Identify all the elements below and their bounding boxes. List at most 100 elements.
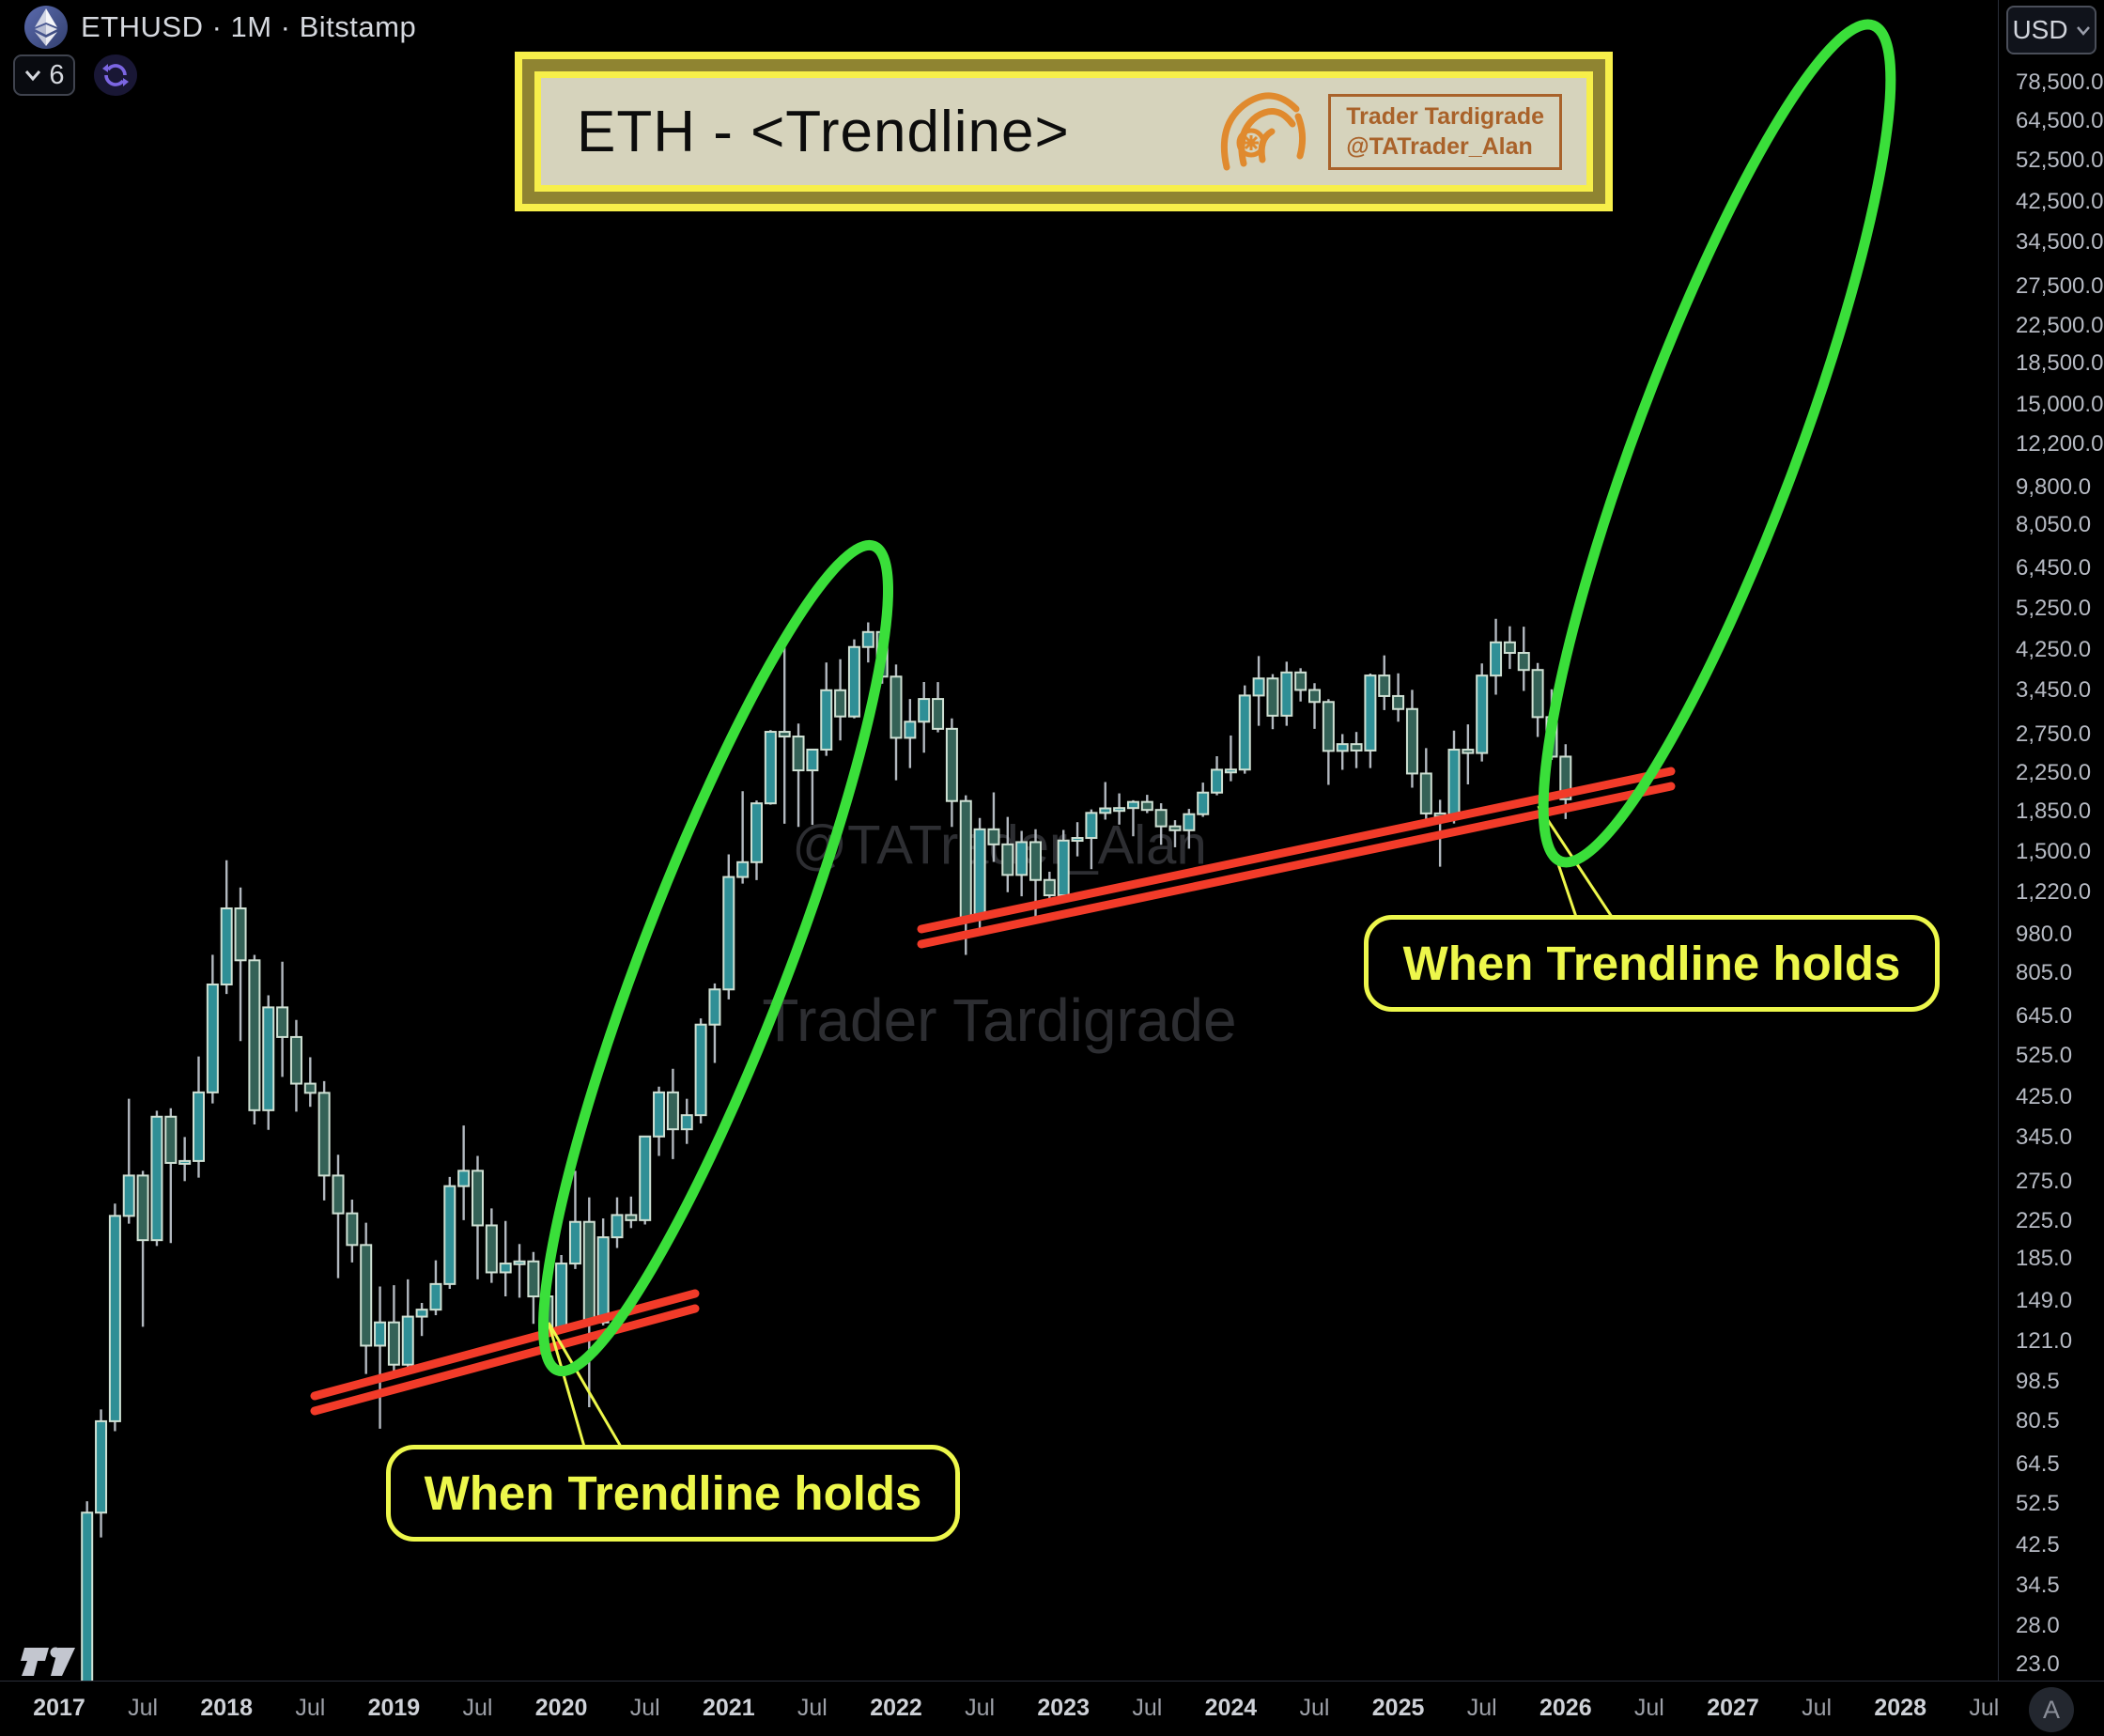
time-axis-year-label: 2027 [1707, 1695, 1759, 1721]
candle-body [806, 748, 819, 772]
price-axis-label: 34,500.0 [2016, 229, 2104, 256]
price-axis-label: 185.0 [2016, 1246, 2073, 1272]
time-axis-month-label: Jul [128, 1695, 159, 1721]
price-axis-label: 225.0 [2016, 1207, 2073, 1233]
price-axis-label: 34.5 [2016, 1573, 2060, 1599]
candle-body [1462, 749, 1475, 754]
candle-body [1280, 671, 1293, 717]
time-axis-year-label: 2025 [1371, 1695, 1425, 1721]
price-axis-label: 52,500.0 [2016, 147, 2104, 174]
candle-body [193, 1091, 205, 1162]
price-axis-label: 64.5 [2016, 1450, 2060, 1477]
candle-body [736, 860, 750, 878]
price-axis-label: 78,500.0 [2016, 69, 2104, 95]
candle-body [1168, 825, 1182, 831]
candle-body [276, 1006, 289, 1038]
candle-body [472, 1170, 484, 1227]
price-axis-label: 64,500.0 [2016, 107, 2104, 133]
price-axis-label: 15,000.0 [2016, 391, 2104, 417]
price-axis-label: 23.0 [2016, 1651, 2060, 1677]
candle-body [611, 1214, 624, 1239]
candle-body [820, 689, 833, 751]
candle-body [289, 1035, 302, 1085]
logo-brand-name: Trader Tardigrade [1346, 102, 1544, 130]
candle-body [1531, 669, 1544, 719]
refresh-button[interactable] [94, 54, 137, 96]
symbol-title[interactable]: ETHUSD · 1M · Bitstamp [81, 10, 417, 43]
candle-body [959, 799, 972, 919]
interval-value: 6 [49, 59, 65, 90]
candle-body [694, 1023, 707, 1117]
time-axis-year-label: 2017 [33, 1695, 85, 1721]
candle-body [150, 1115, 163, 1242]
time-axis-month-label: Jul [1132, 1695, 1163, 1721]
candle-body [1085, 812, 1098, 840]
time-axis-month-label: Jul [965, 1695, 996, 1721]
candle-body [666, 1091, 679, 1131]
price-axis-label: 645.0 [2016, 1002, 2073, 1029]
time-axis-year-label: 2019 [367, 1695, 421, 1721]
candle-body [303, 1082, 317, 1094]
currency-label: USD [2012, 15, 2068, 44]
candle-body [680, 1114, 693, 1131]
time-axis-year-label: 2022 [870, 1695, 922, 1721]
time-axis-year-label: 2018 [200, 1695, 253, 1721]
candle-body [1350, 743, 1363, 752]
candle-body [1099, 807, 1112, 814]
price-axis-label: 42.5 [2016, 1531, 2060, 1558]
time-axis-month-label: Jul [1466, 1695, 1497, 1721]
candle-body [136, 1174, 149, 1242]
candle-body [1224, 768, 1237, 774]
candle-body [625, 1214, 638, 1221]
price-axis-label: 980.0 [2016, 922, 2073, 948]
time-axis[interactable]: 2017 Jul 2018 Jul 2019 Jul 2020 Jul 2021 Jul 2022 J… [0, 1681, 2104, 1736]
currency-selector-button[interactable]: USD [2006, 6, 2096, 54]
price-axis-label: 18,500.0 [2016, 350, 2104, 377]
candle-body [220, 907, 233, 985]
candle-body [1490, 641, 1503, 677]
candle-body [429, 1282, 442, 1311]
interval-button[interactable]: 6 [13, 54, 75, 96]
time-axis-month-label: Jul [1802, 1695, 1833, 1721]
candle-body [1392, 694, 1405, 710]
candle-body [346, 1212, 359, 1247]
candle-body [890, 675, 903, 739]
candle-body [1294, 671, 1307, 691]
candle-body [1057, 839, 1070, 897]
candle-body [904, 721, 917, 739]
time-axis-year-label: 2026 [1539, 1695, 1592, 1721]
candle-body [1378, 674, 1391, 697]
time-axis-year-label: 2021 [702, 1695, 755, 1721]
candle-body [1322, 701, 1335, 752]
price-axis-label: 1,220.0 [2016, 878, 2092, 905]
candle-body [987, 828, 1000, 845]
candle-body [1113, 807, 1126, 813]
candle-body [1029, 841, 1042, 881]
price-axis[interactable]: 78,500.0 64,500.0 52,500.0 42,500.0 34,500.0… [1998, 0, 2104, 1682]
auto-scale-button[interactable]: A [2029, 1687, 2074, 1732]
candle-body [1238, 694, 1251, 771]
price-axis-label: 345.0 [2016, 1124, 2073, 1151]
price-axis-label: 4,250.0 [2016, 636, 2092, 662]
candle-body [1559, 755, 1572, 800]
highlight-ellipse [537, 539, 894, 1377]
price-axis-label: 121.0 [2016, 1328, 2073, 1355]
candle-body [1071, 837, 1084, 843]
price-axis-label: 6,450.0 [2016, 555, 2092, 581]
price-axis-label: 1,850.0 [2016, 798, 2092, 824]
candle-body [1503, 641, 1516, 655]
candle-body [708, 988, 721, 1026]
tradingview-logo[interactable] [17, 1640, 83, 1683]
time-axis-month-label: Jul [462, 1695, 493, 1721]
candle-body [164, 1115, 178, 1164]
candle-body [1126, 800, 1139, 810]
price-axis-label: 805.0 [2016, 959, 2073, 985]
candle-body [1447, 749, 1461, 818]
price-axis-label: 3,450.0 [2016, 676, 2092, 703]
watermark-handle: @TATrader_Alan [792, 814, 1207, 876]
time-axis-year-label: 2020 [534, 1695, 588, 1721]
candle-body [95, 1419, 108, 1514]
candle-body [513, 1260, 526, 1265]
candle-body [834, 689, 847, 718]
